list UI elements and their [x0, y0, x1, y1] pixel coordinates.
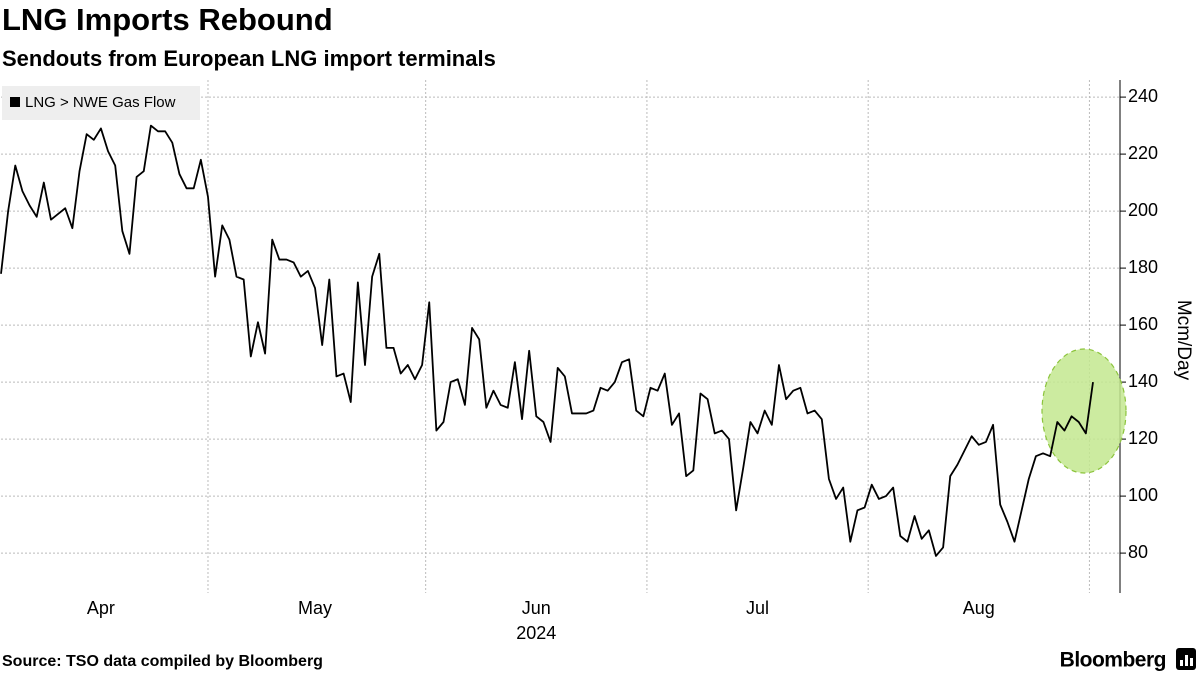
logo-icon	[1176, 648, 1196, 670]
source: Source: TSO data compiled by Bloomberg	[2, 653, 323, 670]
legend-swatch	[10, 97, 20, 107]
plot-area: 80 100 120 140 160 180 200 220 240 Apr May Jun Jul Au…	[1, 80, 1158, 643]
y-tick-label: 80	[1128, 542, 1148, 562]
y-tick-label: 180	[1128, 257, 1158, 277]
highlight	[1041, 348, 1127, 474]
series-line	[0, 124, 1094, 557]
y-tick-label: 160	[1128, 314, 1158, 334]
x-tick-label: Jul	[746, 598, 769, 618]
logo: Bloomberg	[1060, 649, 1166, 672]
y-tick-label: 220	[1128, 143, 1158, 163]
x-tick-label: Apr	[87, 598, 115, 618]
x-tick-label: Jun	[522, 598, 551, 618]
y-tick-label: 200	[1128, 200, 1158, 220]
y-axis-label: Mcm/Day	[1173, 300, 1194, 381]
y-tick-label: 120	[1128, 428, 1158, 448]
chart-subtitle: Sendouts from European LNG import termin…	[2, 46, 496, 71]
legend-label: LNG > NWE Gas Flow	[25, 94, 176, 111]
y-tick-label: 140	[1128, 371, 1158, 391]
y-tick-label: 240	[1128, 86, 1158, 106]
x-tick-label: Aug	[963, 598, 995, 618]
chart-title: LNG Imports Rebound	[2, 2, 333, 37]
legend-box	[2, 86, 200, 120]
y-tick-label: 100	[1128, 485, 1158, 505]
series-layer	[0, 124, 1094, 557]
x-year-label: 2024	[516, 623, 556, 643]
x-tick-label: May	[298, 598, 332, 618]
